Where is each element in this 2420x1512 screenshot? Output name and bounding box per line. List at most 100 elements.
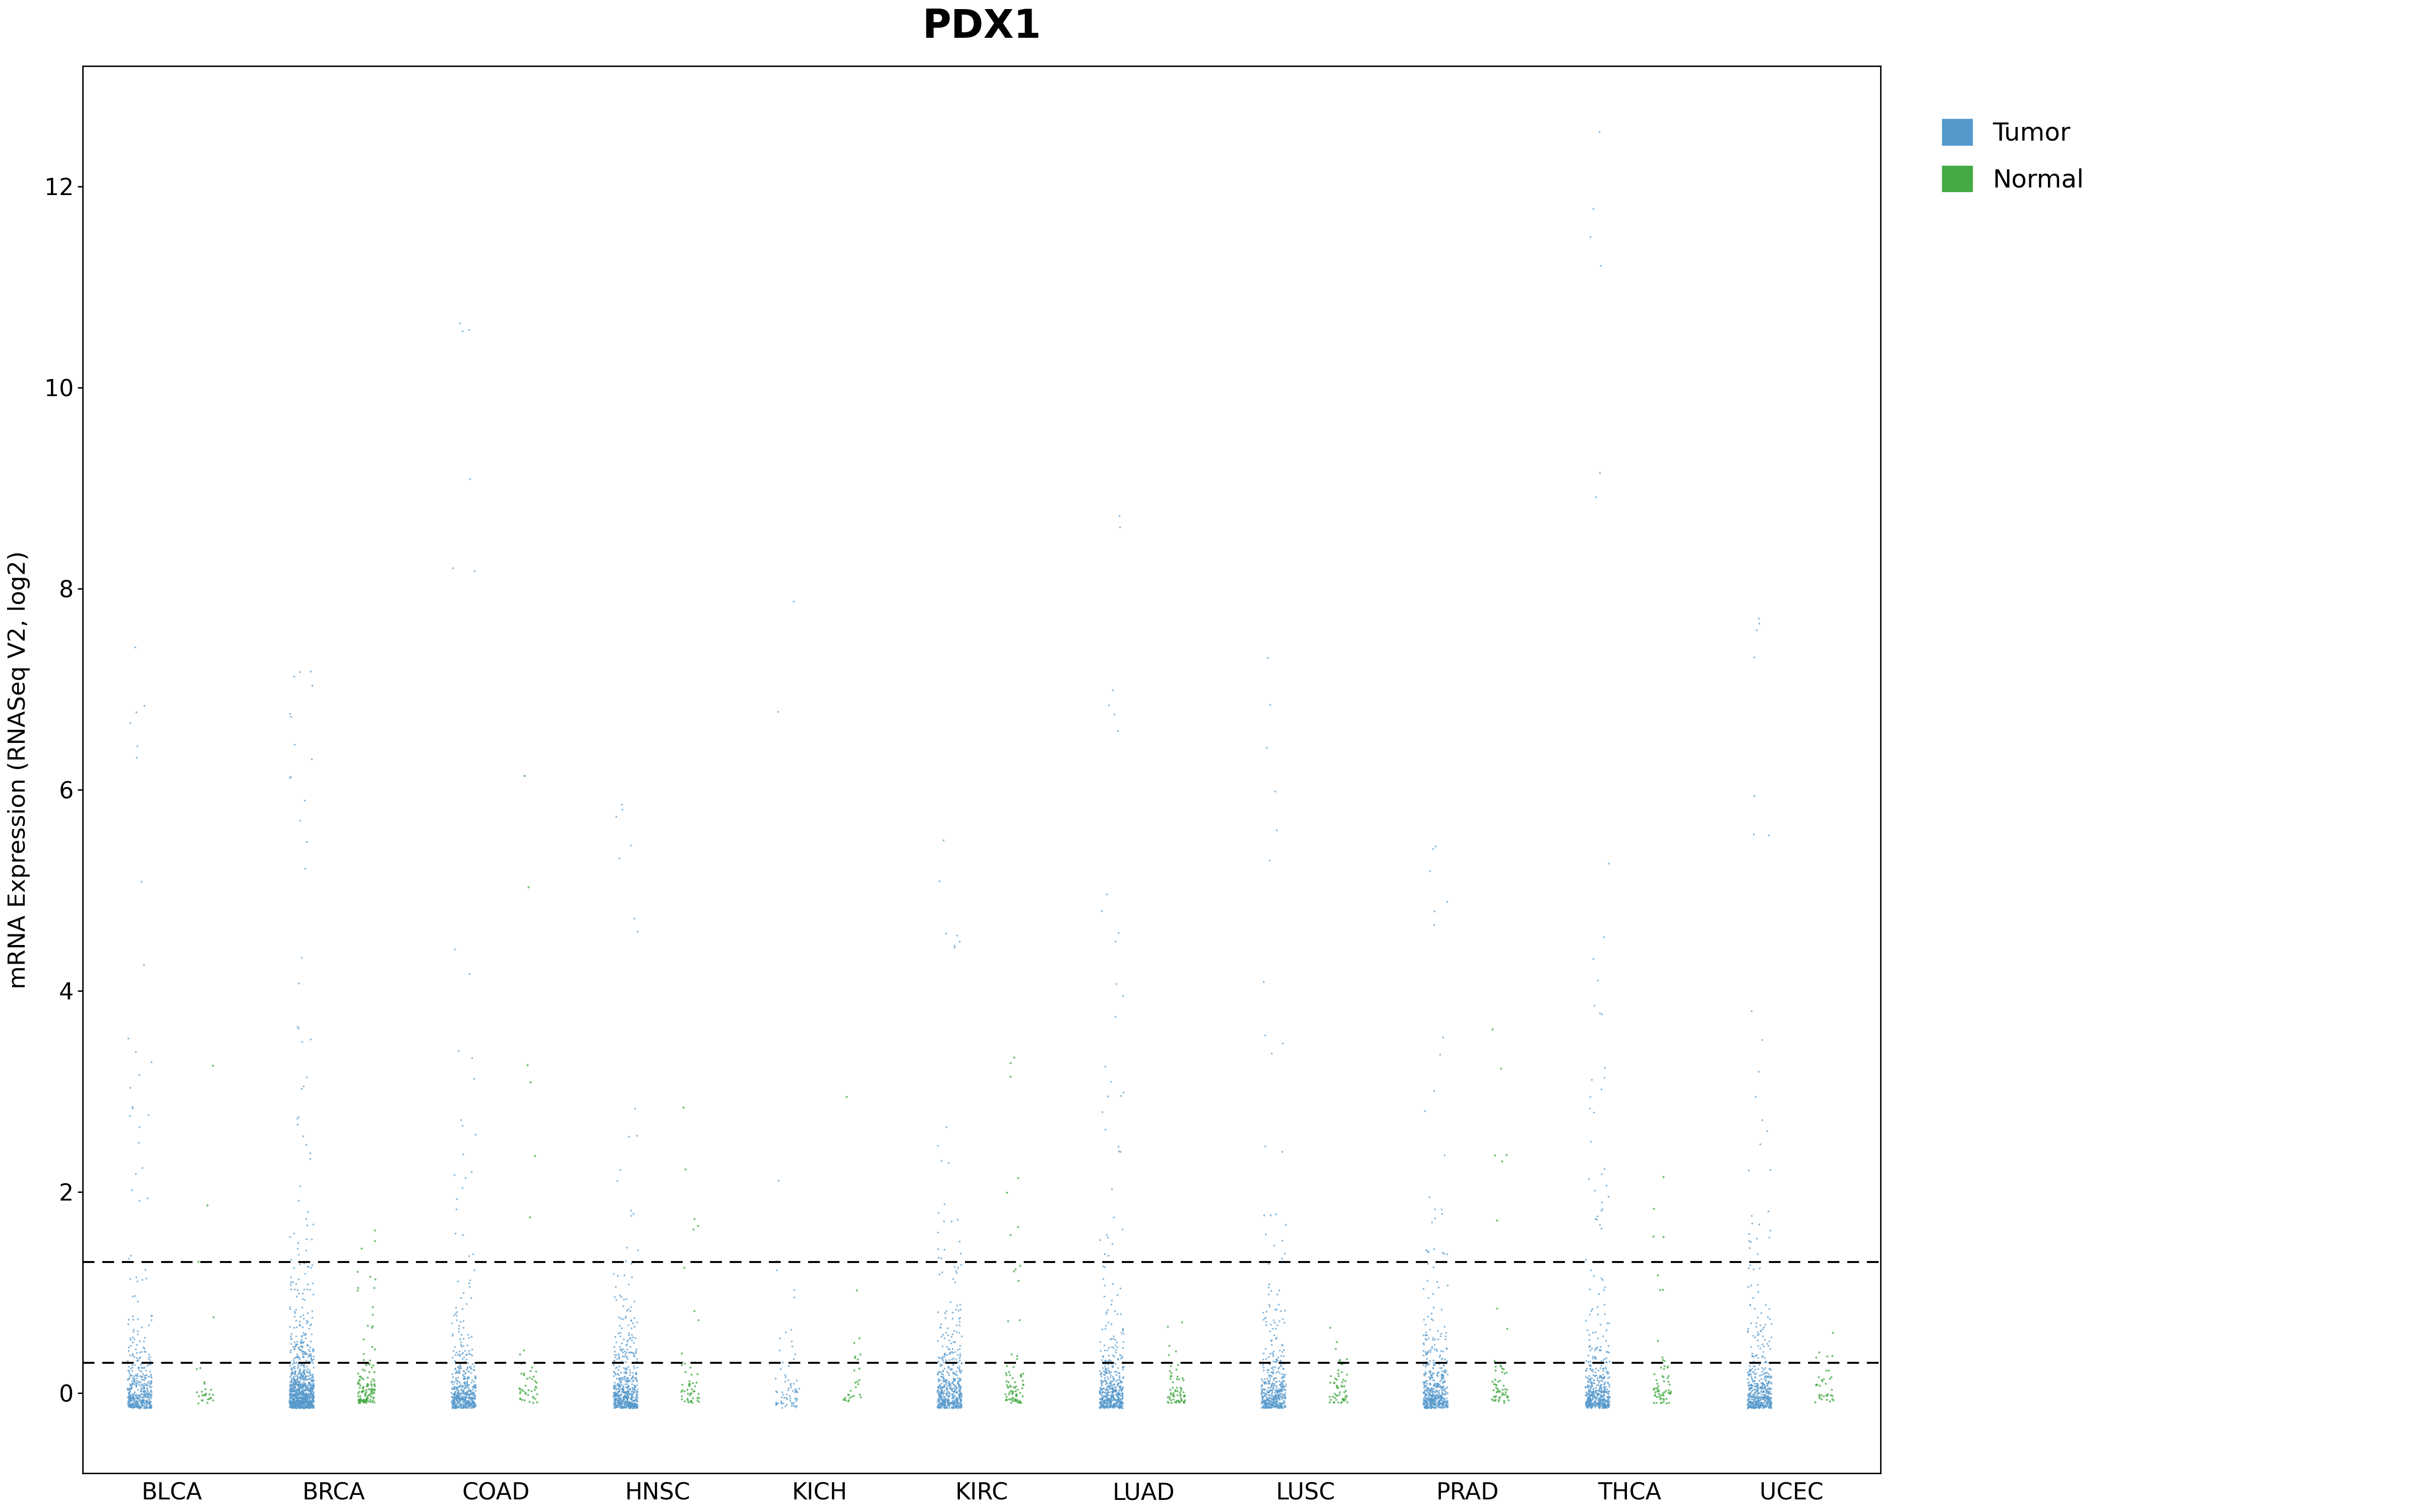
Point <box>610 1368 649 1393</box>
Point <box>610 1393 649 1417</box>
Point <box>1096 1379 1135 1403</box>
Point <box>1413 1390 1452 1414</box>
Point <box>1326 1383 1365 1408</box>
Point <box>1256 1355 1295 1379</box>
Point <box>1079 1379 1118 1403</box>
Point <box>288 1387 327 1411</box>
Point <box>610 1396 649 1420</box>
Point <box>448 1370 486 1394</box>
Point <box>1084 1393 1123 1417</box>
Point <box>281 659 319 683</box>
Point <box>1266 1394 1304 1418</box>
Point <box>920 1367 958 1391</box>
Point <box>503 1338 542 1362</box>
Point <box>288 1383 327 1408</box>
Point <box>1263 1396 1302 1420</box>
Point <box>123 1371 162 1396</box>
Point <box>615 1388 653 1412</box>
Point <box>283 1376 322 1400</box>
Point <box>997 1383 1036 1408</box>
Point <box>114 1343 152 1367</box>
Point <box>605 1383 644 1408</box>
Point <box>281 1373 319 1397</box>
Point <box>126 1326 165 1350</box>
Point <box>341 1364 380 1388</box>
Point <box>615 1377 653 1402</box>
Point <box>1575 1382 1614 1406</box>
Point <box>121 1382 160 1406</box>
Point <box>1413 1255 1452 1279</box>
Point <box>612 1394 651 1418</box>
Point <box>1742 1391 1781 1415</box>
Point <box>283 1296 322 1320</box>
Point <box>271 1391 310 1415</box>
Point <box>1585 1293 1624 1317</box>
Point <box>290 1394 329 1418</box>
Point <box>450 1379 489 1403</box>
Point <box>774 1394 813 1418</box>
Point <box>1104 1394 1142 1418</box>
Point <box>1742 1393 1781 1417</box>
Point <box>114 1391 152 1415</box>
Point <box>1418 1377 1457 1402</box>
Point <box>286 1390 324 1414</box>
Point <box>1082 1364 1120 1388</box>
Point <box>617 1355 656 1379</box>
Point <box>1411 1393 1450 1417</box>
Point <box>598 1383 636 1408</box>
Point <box>1254 1388 1292 1412</box>
Point <box>283 1361 322 1385</box>
Point <box>286 1394 324 1418</box>
Point <box>600 1391 639 1415</box>
Point <box>932 1377 970 1402</box>
Point <box>116 1391 155 1415</box>
Point <box>1638 1379 1677 1403</box>
Point <box>1099 1385 1137 1409</box>
Point <box>128 1343 167 1367</box>
Point <box>351 1373 390 1397</box>
Point <box>603 1396 641 1420</box>
Point <box>438 1359 477 1383</box>
Point <box>939 1371 978 1396</box>
Point <box>600 1396 639 1420</box>
Point <box>612 1315 651 1340</box>
Point <box>1571 1334 1609 1358</box>
Point <box>438 1396 477 1420</box>
Point <box>1404 1396 1442 1420</box>
Point <box>288 1383 327 1408</box>
Point <box>276 1380 315 1405</box>
Point <box>433 1370 472 1394</box>
Point <box>121 1352 160 1376</box>
Point <box>351 1377 390 1402</box>
Point <box>1104 1377 1142 1402</box>
Point <box>295 1394 334 1418</box>
Point <box>1089 1387 1128 1411</box>
Point <box>119 1383 157 1408</box>
Point <box>1404 1388 1442 1412</box>
Point <box>1568 1356 1607 1380</box>
Point <box>1740 1353 1779 1377</box>
Point <box>281 1396 319 1420</box>
Point <box>450 1382 489 1406</box>
Point <box>1588 1370 1626 1394</box>
Point <box>615 1331 653 1355</box>
Point <box>600 1387 639 1411</box>
Point <box>1408 1387 1447 1411</box>
Point <box>1404 1373 1442 1397</box>
Point <box>1578 968 1617 992</box>
Point <box>273 1391 312 1415</box>
Point <box>290 1388 329 1412</box>
Point <box>1796 1373 1834 1397</box>
Point <box>612 1385 651 1409</box>
Point <box>1091 1390 1130 1414</box>
Point <box>276 1393 315 1417</box>
Point <box>508 1377 547 1402</box>
Point <box>1747 1371 1786 1396</box>
Point <box>1413 1387 1452 1411</box>
Point <box>678 1214 716 1238</box>
Point <box>1089 1225 1128 1249</box>
Point <box>1404 1331 1442 1355</box>
Point <box>278 1388 317 1412</box>
Point <box>1742 1391 1781 1415</box>
Point <box>128 1370 167 1394</box>
